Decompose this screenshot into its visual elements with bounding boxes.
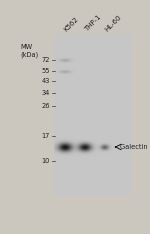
Text: HL-60: HL-60 xyxy=(104,14,123,33)
Bar xyxy=(54,33,132,196)
Text: Galectin 1: Galectin 1 xyxy=(120,144,150,150)
Text: 17: 17 xyxy=(42,133,50,139)
Text: 72: 72 xyxy=(42,57,50,63)
Text: 34: 34 xyxy=(42,90,50,96)
Text: 26: 26 xyxy=(42,102,50,109)
Text: THP-1: THP-1 xyxy=(83,14,102,33)
Text: 55: 55 xyxy=(42,68,50,74)
Text: K562: K562 xyxy=(62,16,79,33)
Text: 10: 10 xyxy=(42,158,50,165)
Text: MW
(kDa): MW (kDa) xyxy=(20,44,38,58)
Text: 43: 43 xyxy=(42,78,50,84)
